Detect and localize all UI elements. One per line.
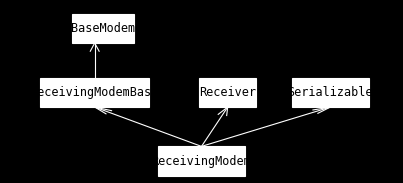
FancyBboxPatch shape — [292, 78, 369, 107]
Text: BaseModem: BaseModem — [71, 22, 135, 35]
Text: ReceivingModem: ReceivingModem — [152, 154, 251, 168]
FancyBboxPatch shape — [72, 14, 134, 43]
Text: Receiver: Receiver — [199, 86, 256, 99]
FancyBboxPatch shape — [199, 78, 256, 107]
Text: Serializable: Serializable — [288, 86, 373, 99]
Text: ReceivingModemBase: ReceivingModemBase — [31, 86, 159, 99]
FancyBboxPatch shape — [158, 146, 245, 176]
FancyBboxPatch shape — [40, 78, 149, 107]
